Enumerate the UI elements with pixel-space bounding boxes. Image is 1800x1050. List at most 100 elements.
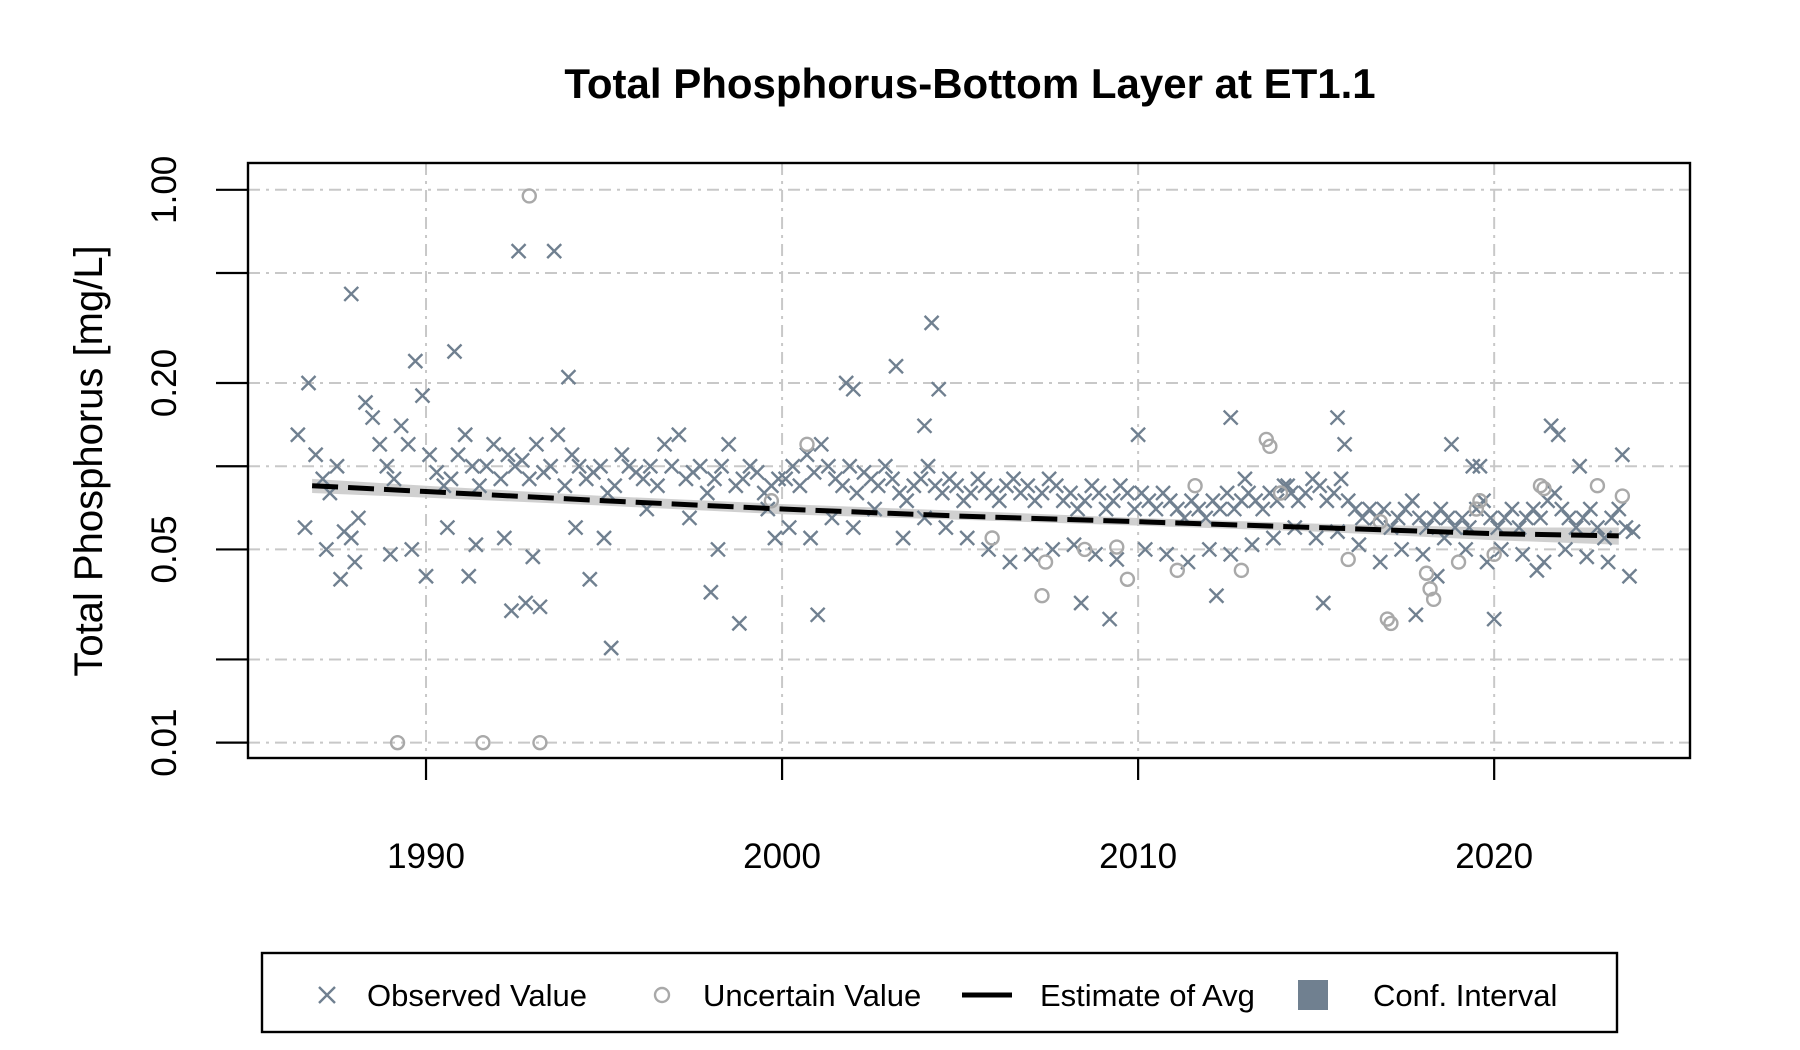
- observed-point: [1464, 458, 1481, 475]
- observed-point: [492, 471, 509, 487]
- observed-point: [1614, 446, 1631, 463]
- legend-label: Observed Value: [367, 978, 587, 1013]
- observed-point: [1126, 501, 1143, 517]
- observed-point: [1532, 510, 1549, 526]
- observed-point: [592, 458, 609, 475]
- observed-point: [1269, 492, 1285, 509]
- observed-point: [1336, 436, 1353, 453]
- observed-point: [1621, 568, 1638, 585]
- observed-point: [877, 458, 894, 475]
- observed-point: [1219, 485, 1235, 501]
- observed-point: [1158, 546, 1175, 563]
- observed-point: [414, 387, 431, 404]
- observed-point: [1497, 510, 1513, 526]
- observed-point: [1237, 471, 1253, 487]
- observed-point: [1048, 477, 1065, 494]
- observed-point: [1486, 611, 1503, 627]
- observed-point: [1034, 485, 1050, 501]
- observed-point: [1222, 409, 1239, 426]
- observed-point: [848, 485, 865, 501]
- observed-point: [528, 436, 545, 453]
- observed-point: [1148, 501, 1164, 517]
- observed-point: [934, 485, 951, 501]
- observed-point: [1044, 541, 1061, 558]
- uncertain-point: [1379, 611, 1396, 627]
- observed-point: [1415, 546, 1431, 563]
- observed-point: [1002, 554, 1018, 570]
- observed-point: [1393, 541, 1410, 558]
- uncertain-point: [763, 493, 780, 509]
- uncertain-point: [1340, 551, 1356, 568]
- y-tick-label: 0.20: [145, 349, 184, 417]
- uncertain-point: [1536, 480, 1552, 497]
- uncertain-point: [1425, 591, 1442, 608]
- legend-circle-symbol: [653, 986, 671, 1004]
- observed-point: [948, 477, 965, 494]
- uncertain-point: [389, 734, 406, 751]
- observed-point: [418, 568, 434, 585]
- observed-point: [1561, 510, 1577, 526]
- observed-point: [1222, 546, 1239, 563]
- uncertain-point: [475, 734, 491, 751]
- observed-point: [784, 458, 801, 475]
- observed-point: [809, 606, 826, 623]
- uncertain-point: [1037, 554, 1054, 570]
- observed-point: [393, 417, 409, 434]
- observed-point: [1361, 501, 1378, 517]
- y-axis-label: Total Phosphorus [mg/L]: [67, 245, 111, 676]
- observed-point: [1023, 546, 1040, 563]
- legend-label: Estimate of Avg: [1040, 978, 1255, 1013]
- observed-point: [1326, 485, 1342, 501]
- observed-point: [581, 571, 598, 588]
- observed-point: [1571, 458, 1588, 475]
- observed-point: [400, 436, 417, 453]
- observed-point: [468, 536, 484, 553]
- observed-point: [1372, 554, 1389, 570]
- observed-point: [1589, 519, 1606, 536]
- observed-point: [517, 595, 534, 611]
- observed-point: [1308, 530, 1324, 546]
- observed-point: [1333, 471, 1349, 487]
- observed-point: [1625, 523, 1641, 540]
- observed-point: [567, 519, 584, 536]
- observed-point: [496, 530, 513, 546]
- observed-point: [371, 436, 388, 453]
- observed-point: [962, 485, 979, 501]
- observed-point: [820, 458, 837, 475]
- uncertain-point: [1472, 493, 1488, 509]
- uncertain-point: [1589, 478, 1606, 494]
- observed-point: [1062, 485, 1079, 501]
- chart-title: Total Phosphorus-Bottom Layer at ET1.1: [564, 60, 1375, 107]
- observed-point: [450, 446, 466, 463]
- observed-point: [1454, 510, 1470, 526]
- observed-point: [1529, 562, 1545, 579]
- uncertain-point: [532, 734, 548, 751]
- uncertain-point: [1077, 541, 1093, 558]
- uncertain-point: [984, 530, 1000, 546]
- observed-point: [464, 458, 481, 475]
- observed-point: [938, 519, 954, 536]
- observed-point: [749, 464, 765, 481]
- observed-point: [1411, 510, 1428, 526]
- observed-point: [888, 358, 904, 375]
- observed-point: [713, 458, 730, 475]
- observed-point: [706, 471, 723, 487]
- uncertain-point: [1272, 485, 1289, 501]
- observed-point: [289, 426, 306, 443]
- observed-point: [297, 519, 313, 536]
- observed-point: [670, 426, 687, 443]
- observed-point: [1354, 510, 1371, 526]
- observed-point: [379, 458, 395, 475]
- observed-point: [806, 464, 822, 481]
- uncertain-point: [1468, 501, 1485, 517]
- observed-point: [777, 471, 794, 487]
- observed-point: [332, 571, 349, 588]
- observed-point: [1479, 554, 1495, 570]
- observed-point: [1076, 492, 1093, 509]
- observed-point: [532, 598, 548, 615]
- x-tick-label: 2000: [743, 837, 821, 876]
- observed-point: [802, 530, 819, 546]
- observed-point: [1347, 501, 1364, 517]
- plot-area-frame: [246, 161, 1692, 760]
- observed-point: [428, 464, 445, 481]
